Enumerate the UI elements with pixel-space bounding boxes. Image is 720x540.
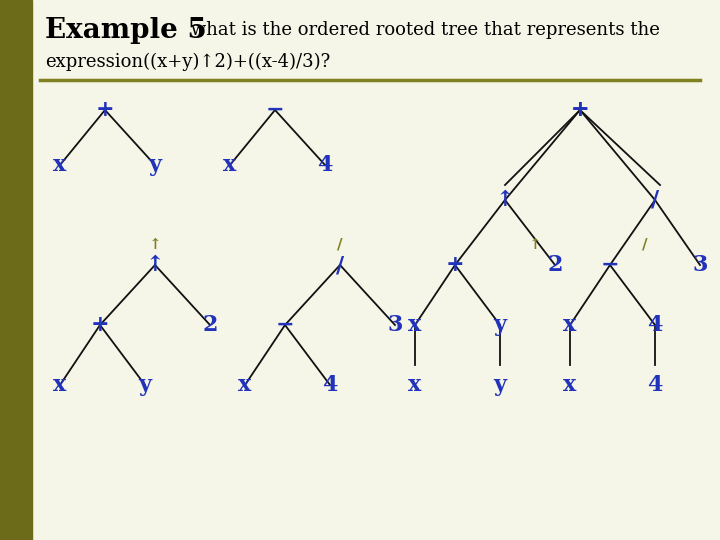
Text: ↑: ↑	[148, 238, 161, 252]
Text: what is the ordered rooted tree that represents the: what is the ordered rooted tree that rep…	[185, 21, 660, 39]
Text: expression((x+y)↑2)+((x-4)/3)?: expression((x+y)↑2)+((x-4)/3)?	[45, 53, 330, 71]
Text: y: y	[493, 374, 506, 396]
Text: x: x	[223, 154, 237, 176]
Text: y: y	[493, 314, 506, 336]
Text: −: −	[276, 314, 294, 336]
Text: −: −	[266, 99, 284, 121]
Text: 2: 2	[547, 254, 563, 276]
Text: +: +	[96, 99, 114, 121]
Text: /: /	[651, 189, 659, 211]
Text: 3: 3	[387, 314, 402, 336]
Text: x: x	[563, 374, 577, 396]
Bar	[0, 0, 32, 540]
Text: −: −	[600, 254, 619, 276]
Text: /: /	[336, 254, 344, 276]
Text: 4: 4	[323, 374, 338, 396]
Text: /: /	[642, 238, 648, 252]
Text: x: x	[238, 374, 251, 396]
Text: 2: 2	[202, 314, 217, 336]
Text: ↑: ↑	[528, 238, 541, 252]
Text: ↑: ↑	[145, 254, 164, 276]
Text: /: /	[337, 238, 343, 252]
Text: Example 5: Example 5	[45, 17, 207, 44]
Text: +: +	[571, 99, 589, 121]
Text: +: +	[446, 254, 464, 276]
Text: 4: 4	[647, 374, 662, 396]
Text: +: +	[571, 99, 589, 121]
Text: ↑: ↑	[495, 189, 514, 211]
Text: x: x	[408, 374, 422, 396]
Text: x: x	[563, 314, 577, 336]
Text: 4: 4	[318, 154, 333, 176]
Text: x: x	[408, 314, 422, 336]
Text: x: x	[53, 154, 67, 176]
Text: 3: 3	[693, 254, 708, 276]
Text: x: x	[53, 374, 67, 396]
Text: y: y	[148, 154, 161, 176]
Text: +: +	[91, 314, 109, 336]
Text: y: y	[138, 374, 151, 396]
Text: 4: 4	[647, 314, 662, 336]
